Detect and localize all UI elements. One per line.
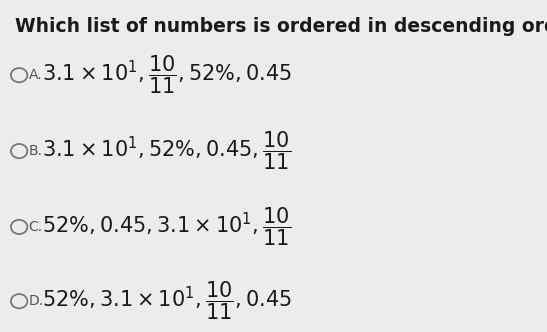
Text: $52\%, 3.1 \times 10^1, \dfrac{10}{11}, 0.45$: $52\%, 3.1 \times 10^1, \dfrac{10}{11}, … [42, 280, 292, 322]
Text: D.: D. [28, 294, 44, 308]
Text: C.: C. [28, 220, 43, 234]
Text: $3.1 \times 10^1, \dfrac{10}{11}, 52\%, 0.45$: $3.1 \times 10^1, \dfrac{10}{11}, 52\%, … [42, 54, 292, 97]
Text: $52\%, 0.45, 3.1 \times 10^1, \dfrac{10}{11}$: $52\%, 0.45, 3.1 \times 10^1, \dfrac{10}… [42, 206, 290, 248]
Text: Which list of numbers is ordered in descending order?: Which list of numbers is ordered in desc… [15, 17, 547, 36]
Text: B.: B. [28, 144, 43, 158]
Text: $3.1 \times 10^1, 52\%, 0.45, \dfrac{10}{11}$: $3.1 \times 10^1, 52\%, 0.45, \dfrac{10}… [42, 130, 290, 172]
Text: A.: A. [28, 68, 42, 82]
